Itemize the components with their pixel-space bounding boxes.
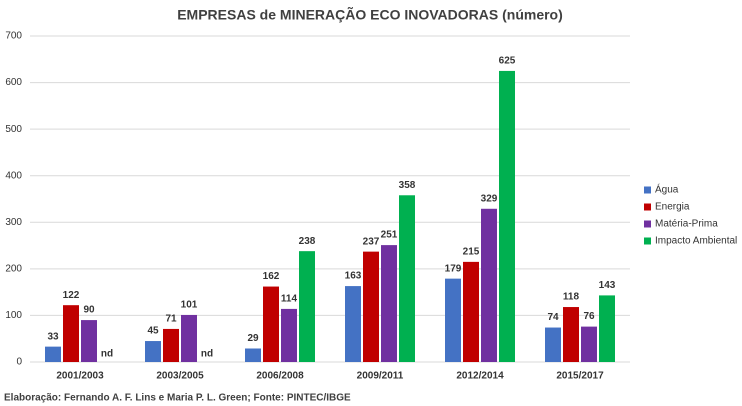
x-tick-label: 2015/2017: [556, 371, 604, 382]
data-label: 162: [263, 271, 280, 282]
data-label: 215: [463, 247, 480, 258]
legend-label: Energia: [655, 202, 690, 213]
bar: [245, 348, 261, 362]
data-label: 76: [583, 311, 595, 322]
y-tick-label: 500: [5, 124, 22, 135]
bar: [445, 278, 461, 362]
bar: [499, 70, 515, 362]
legend-swatch: [644, 203, 651, 211]
bar: [481, 208, 497, 362]
chart-title: EMPRESAS de MINERAÇÃO ECO INOVADORAS (nú…: [177, 6, 563, 23]
legend-label: Água: [655, 183, 679, 196]
legend-swatch: [644, 220, 651, 228]
legend-swatch: [644, 186, 651, 194]
data-label: nd: [101, 349, 113, 360]
y-tick-label: 600: [5, 77, 22, 88]
bar: [563, 307, 579, 362]
bar: [163, 328, 179, 362]
data-label: 114: [281, 294, 298, 305]
data-label: 90: [83, 305, 95, 316]
x-tick-label: 2003/2005: [156, 371, 204, 382]
bar: [545, 327, 561, 362]
x-tick-label: 2006/2008: [256, 371, 304, 382]
legend-label: Matéria-Prima: [655, 219, 718, 230]
data-label: 625: [499, 56, 516, 67]
legend-swatch: [644, 237, 651, 245]
bar: [45, 346, 61, 362]
bar: [81, 320, 97, 362]
data-label: 329: [481, 193, 498, 204]
data-label: nd: [201, 349, 213, 360]
y-tick-label: 300: [5, 217, 22, 228]
data-label: 101: [181, 300, 198, 311]
bar: [599, 295, 615, 362]
data-label: 163: [345, 271, 362, 282]
bar: [345, 286, 361, 362]
data-label: 74: [547, 312, 559, 323]
y-tick-label: 200: [5, 263, 22, 274]
y-tick-label: 0: [16, 357, 22, 368]
bar: [145, 341, 161, 362]
data-label: 238: [299, 236, 316, 247]
data-label: 358: [399, 180, 416, 191]
data-label: 71: [165, 314, 177, 325]
x-tick-label: 2009/2011: [357, 371, 404, 382]
data-label: 237: [363, 236, 380, 247]
y-tick-label: 100: [5, 310, 22, 321]
bar: [299, 251, 315, 362]
bar: [181, 314, 197, 362]
bar: [363, 251, 379, 362]
x-tick-label: 2012/2014: [456, 371, 504, 382]
data-label: 251: [381, 230, 398, 241]
bar: [63, 305, 79, 362]
legend-label: Impacto Ambiental: [655, 236, 737, 247]
bar: [581, 326, 597, 362]
data-label: 179: [445, 263, 462, 274]
y-tick-label: 400: [5, 170, 22, 181]
data-label: 118: [563, 292, 580, 303]
bar: [281, 308, 297, 362]
bar: [463, 261, 479, 362]
data-label: 45: [147, 326, 159, 337]
data-label: 122: [63, 290, 80, 301]
data-label: 143: [599, 280, 616, 291]
bar: [399, 195, 415, 362]
bar: [381, 245, 397, 362]
data-label: 33: [47, 331, 59, 342]
data-label: 29: [247, 333, 259, 344]
x-tick-label: 2001/2003: [56, 371, 104, 382]
y-tick-label: 700: [5, 31, 22, 42]
bar: [263, 286, 279, 362]
caption: Elaboração: Fernando A. F. Lins e Maria …: [4, 393, 351, 404]
